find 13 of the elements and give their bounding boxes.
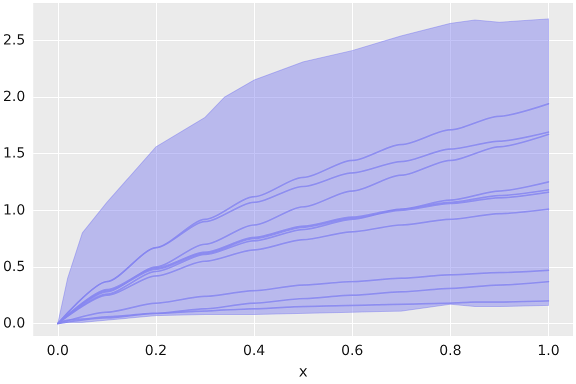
x-tick-label: 0.8	[439, 343, 462, 359]
y-tick-label: 1.0	[3, 202, 26, 218]
x-axis-title: x	[298, 362, 308, 380]
y-tick-label: 0.5	[3, 258, 26, 275]
y-tick-label: 2.5	[3, 32, 26, 48]
x-tick-label: 0.6	[341, 343, 364, 359]
x-tick-label: 0.0	[46, 343, 69, 359]
x-tick-label: 0.2	[144, 343, 168, 359]
x-tick-label: 1.0	[537, 343, 560, 359]
x-tick-label: 0.4	[242, 343, 266, 359]
y-tick-label: 0.0	[3, 316, 26, 332]
y-tick-label: 2.0	[3, 89, 26, 106]
y-tick-label: 1.5	[3, 146, 26, 162]
